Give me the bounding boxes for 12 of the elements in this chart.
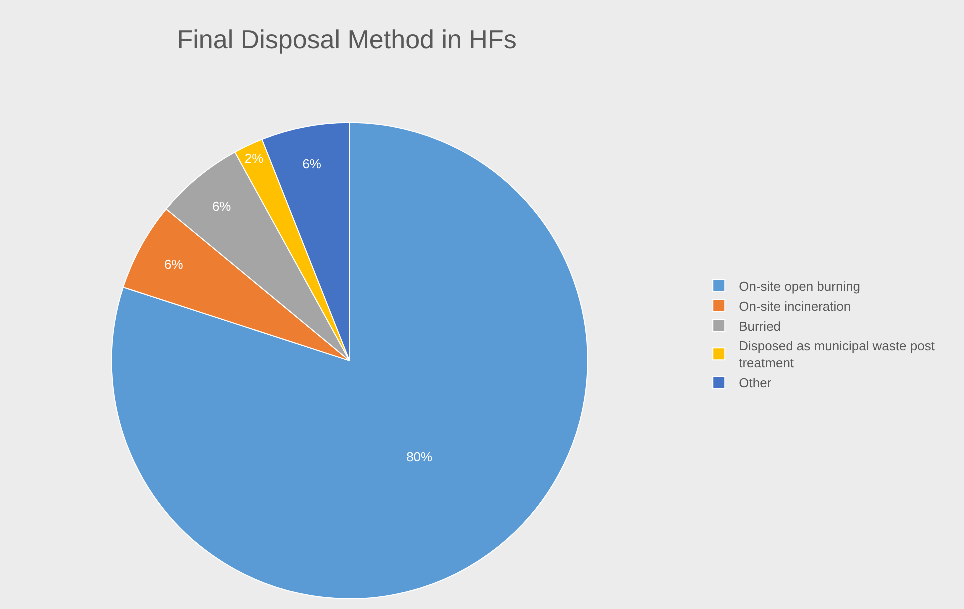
data-label: 6%: [212, 198, 232, 214]
data-label: 2%: [244, 150, 264, 166]
data-label: 6%: [302, 156, 322, 172]
legend-label: On-site open burning: [739, 279, 861, 294]
data-label: 80%: [406, 450, 434, 465]
legend-label: Other: [739, 376, 772, 391]
legend-label: Disposed as municipal waste post treatment: [739, 338, 936, 371]
chart-title: Final Disposal Method in HFs: [177, 24, 517, 55]
legend-label: Burried: [739, 318, 782, 334]
data-label: 6%: [164, 256, 184, 272]
legend-label: On-site incineration: [739, 298, 852, 314]
pie-slice: [112, 122, 588, 600]
